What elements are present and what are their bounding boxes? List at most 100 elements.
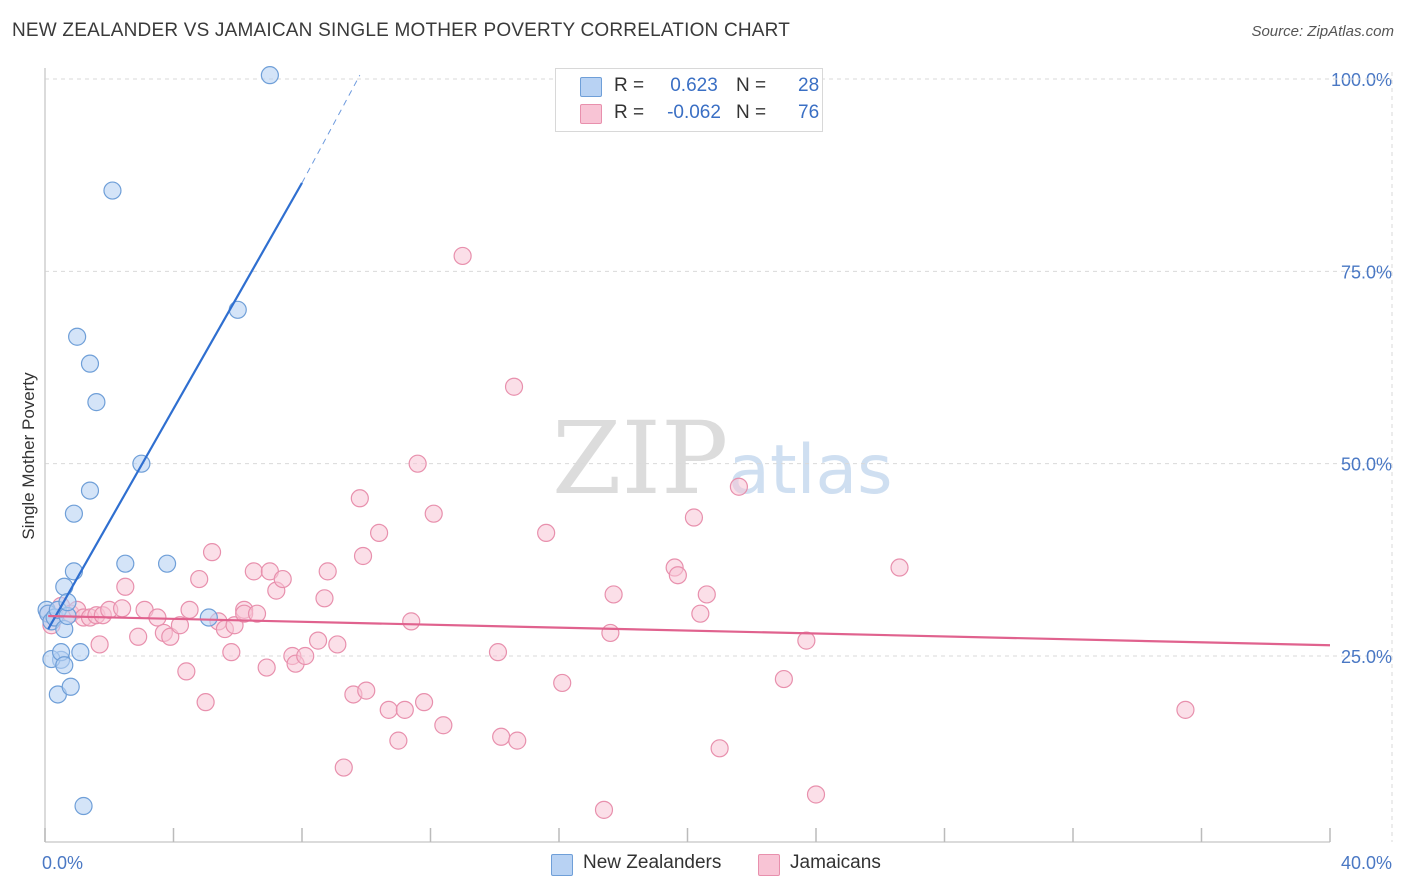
jamaicans-point	[315, 589, 334, 608]
legend-r-value: -0.062	[667, 102, 721, 123]
jamaicans-point	[177, 662, 196, 681]
jamaicans-point	[402, 612, 421, 631]
watermark-atlas: atlas	[728, 431, 893, 510]
new-zealanders-point	[74, 796, 93, 816]
jamaicans-point	[370, 523, 389, 543]
legend-r-value: 0.623	[670, 75, 718, 96]
source-label: Source: ZipAtlas.com	[1251, 23, 1394, 40]
new-zealanders-point	[199, 608, 218, 627]
series-label-jamaicans: Jamaicans	[790, 852, 881, 873]
jamaicans-point	[594, 800, 614, 819]
jamaicans-point	[434, 716, 453, 735]
jamaicans-point	[116, 577, 135, 596]
jamaicans-point	[537, 523, 556, 543]
new-zealanders-point	[61, 677, 80, 696]
jamaicans-point	[190, 569, 209, 589]
jamaicans-point	[684, 508, 704, 527]
jamaicans-point	[257, 658, 276, 677]
jamaicans-point	[90, 635, 109, 654]
jamaicans-point	[247, 604, 267, 623]
new-zealanders-point	[71, 643, 90, 662]
new-zealanders-point	[80, 354, 100, 373]
x-tick-label: 40.0%	[1341, 853, 1392, 873]
jamaicans-point	[273, 569, 292, 589]
jamaicans-point	[691, 604, 710, 623]
jamaicans-point	[604, 585, 623, 604]
jamaicans-point	[296, 646, 315, 666]
jamaicans-point	[170, 616, 190, 635]
jamaicans-point	[601, 623, 620, 643]
jamaicans-point	[890, 558, 909, 577]
jamaicans-point	[408, 454, 427, 473]
new-zealanders-point	[157, 554, 177, 573]
series-swatch-new-zealanders	[551, 854, 573, 876]
jamaicans-point	[328, 635, 347, 654]
jamaicans-point	[112, 599, 132, 618]
jamaicans-point	[308, 631, 328, 650]
watermark-zip: ZIP	[552, 400, 729, 517]
series-swatch-jamaicans	[758, 854, 780, 876]
jamaicans-point	[196, 693, 215, 712]
series-legend: New Zealanders Jamaicans	[0, 852, 1406, 878]
y-axis-title: Single Mother Poverty	[19, 372, 38, 540]
new-zealanders-point	[260, 66, 279, 85]
jamaicans-point	[357, 681, 376, 700]
series-label-new-zealanders: New Zealanders	[583, 852, 722, 873]
jamaicans-point	[202, 543, 222, 562]
legend-n-label: N =	[736, 75, 767, 96]
y-tick-label: 25.0%	[1341, 647, 1392, 667]
new-zealanders-point	[55, 656, 74, 675]
legend-swatch-new-zealanders	[580, 77, 602, 97]
jamaicans-point	[180, 600, 199, 619]
jamaicans-trendline	[48, 614, 1331, 647]
new-zealanders-point	[228, 300, 247, 319]
jamaicans-point	[508, 731, 527, 750]
jamaicans-point	[318, 562, 337, 581]
correlation-legend: R = 0.623 N = 28 R = -0.062 N = 76	[555, 68, 823, 132]
legend-r-label: R =	[614, 75, 645, 96]
new-zealanders-point	[64, 504, 84, 523]
jamaicans-point	[668, 566, 687, 585]
new-zealanders-point	[103, 181, 122, 200]
legend-n-label: N =	[736, 102, 767, 123]
legend-r-label: R =	[614, 102, 645, 123]
new-zealanders-point	[116, 554, 135, 573]
jamaicans-point	[797, 631, 816, 650]
jamaicans-point	[729, 477, 749, 496]
jamaicans-point	[504, 377, 524, 396]
new-zealanders-point	[68, 327, 87, 346]
jamaicans-point	[353, 546, 373, 566]
legend-n-value: 76	[798, 102, 820, 123]
jamaicans-point	[334, 758, 353, 777]
legend-n-value: 28	[798, 75, 820, 96]
jamaicans-point	[488, 643, 508, 662]
jamaicans-point	[244, 562, 263, 581]
jamaicans-point	[222, 643, 241, 662]
new-zealanders-trendline	[47, 182, 303, 630]
chart-title: NEW ZEALANDER VS JAMAICAN SINGLE MOTHER …	[12, 20, 791, 41]
legend-swatch-jamaicans	[580, 104, 602, 124]
jamaicans-point	[129, 627, 148, 646]
jamaicans-point	[774, 669, 793, 689]
jamaicans-point	[424, 504, 443, 523]
jamaicans-point	[350, 489, 369, 508]
jamaicans-point	[414, 693, 434, 712]
jamaicans-point	[710, 739, 729, 758]
y-tick-label: 75.0%	[1341, 262, 1392, 282]
jamaicans-point	[395, 700, 414, 719]
jamaicans-point	[553, 673, 572, 693]
jamaicans-point	[806, 785, 826, 804]
x-tick-label: 0.0%	[42, 853, 83, 873]
new-zealanders-point	[80, 481, 100, 500]
jamaicans-point	[379, 700, 398, 719]
watermark: ZIPatlas	[552, 400, 893, 517]
new-zealanders-point	[55, 577, 74, 596]
jamaicans-point	[453, 246, 472, 266]
new-zealanders-point	[87, 393, 106, 412]
jamaicans-point	[1176, 700, 1195, 719]
jamaicans-point	[492, 727, 511, 746]
y-tick-label: 100.0%	[1331, 70, 1392, 90]
jamaicans-point	[697, 585, 716, 604]
y-tick-label: 50.0%	[1341, 455, 1392, 475]
